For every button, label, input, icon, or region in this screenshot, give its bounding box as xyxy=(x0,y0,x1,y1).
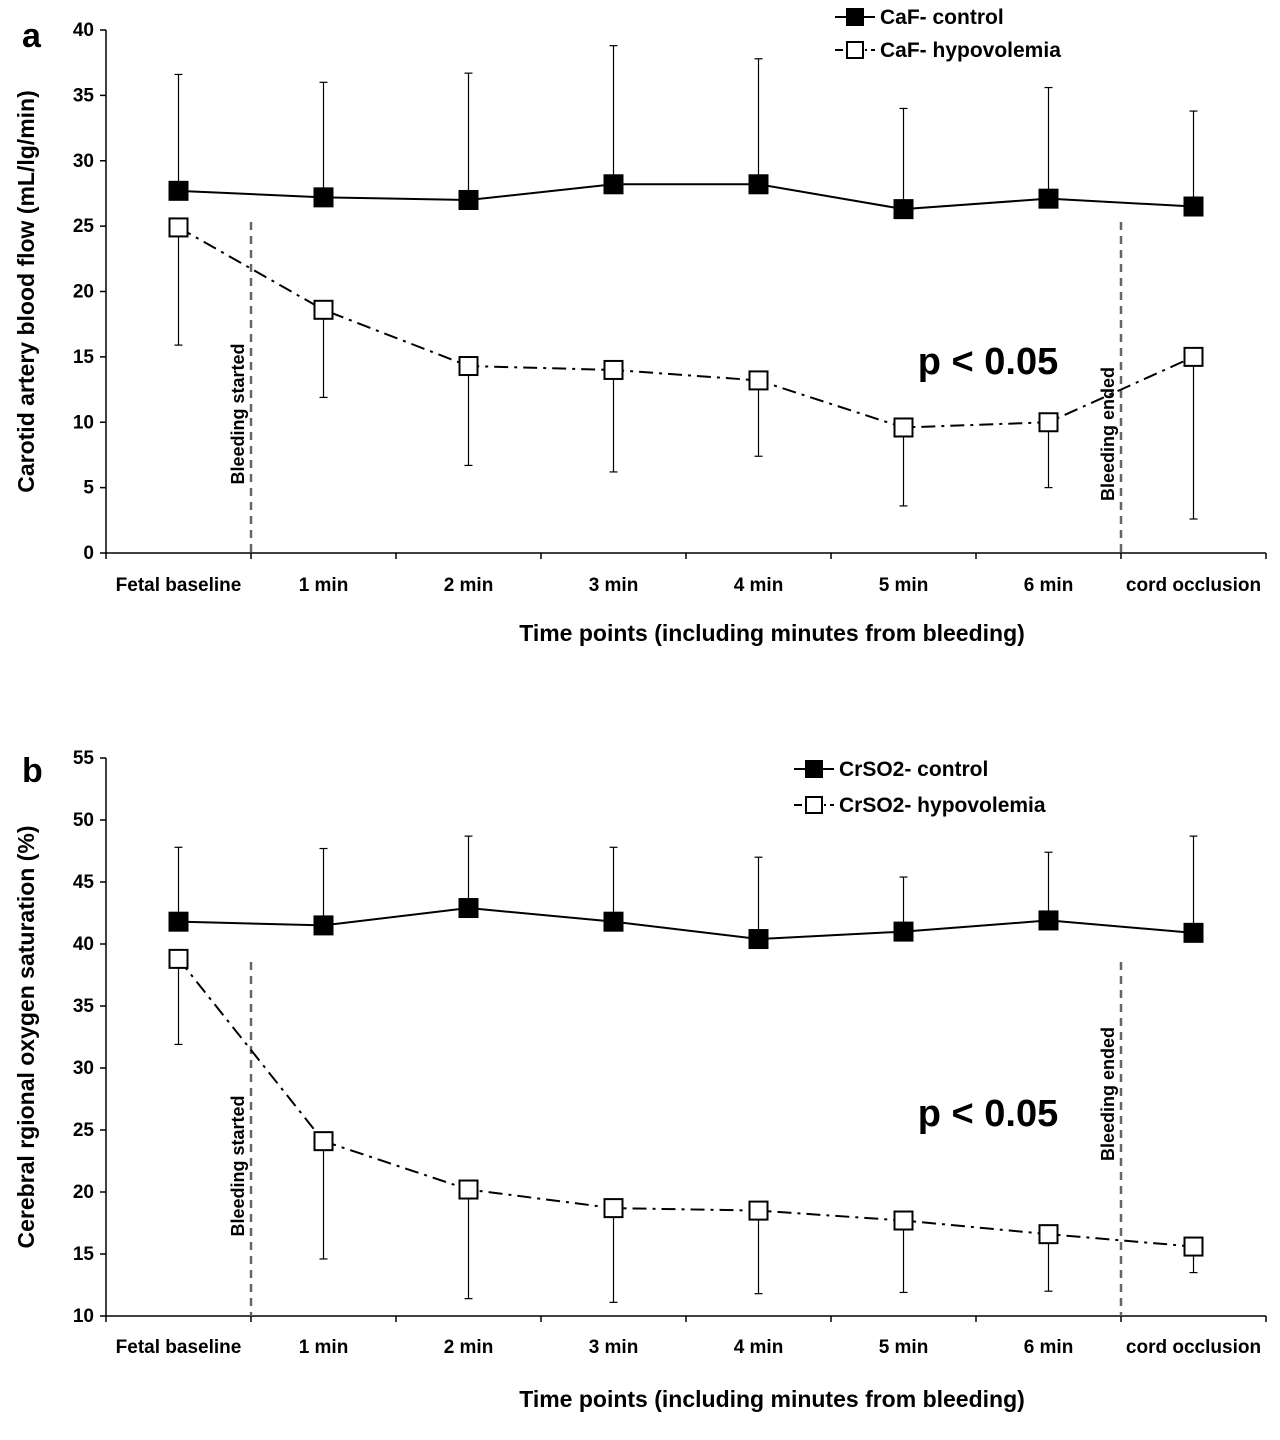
panel-label: b xyxy=(22,752,43,790)
series-line xyxy=(178,226,1194,429)
y-tick-label: 10 xyxy=(73,412,94,433)
legend-marker xyxy=(805,796,823,814)
data-point xyxy=(1038,1224,1059,1245)
data-point xyxy=(603,1198,624,1219)
event-line-label: Bleeding ended xyxy=(1098,367,1118,501)
x-axis-title: Time points (including minutes from blee… xyxy=(519,1386,1025,1412)
x-tick-label: 1 min xyxy=(299,575,349,596)
y-tick-label: 30 xyxy=(73,1058,94,1079)
data-point xyxy=(1038,910,1059,931)
y-tick-label: 30 xyxy=(73,151,94,172)
data-point xyxy=(893,199,914,220)
y-tick-label: 5 xyxy=(83,478,94,499)
x-tick-label: Fetal baseline xyxy=(116,575,242,596)
data-point xyxy=(893,921,914,942)
y-tick-label: 35 xyxy=(73,85,95,106)
data-point xyxy=(168,948,189,969)
x-tick-label: 6 min xyxy=(1024,1337,1074,1358)
y-axis-title: Carotid artery blood flow (mL/lg/min) xyxy=(13,90,39,493)
legend-marker xyxy=(805,760,823,778)
y-tick-label: 25 xyxy=(73,216,95,237)
data-point xyxy=(1038,188,1059,209)
x-tick-label: 4 min xyxy=(734,1337,784,1358)
y-tick-label: 15 xyxy=(73,1244,95,1265)
panel-label: a xyxy=(22,17,42,55)
y-axis-title: Cerebral rgional oxygen saturation (%) xyxy=(13,825,39,1248)
data-point xyxy=(1183,922,1204,943)
legend-marker xyxy=(846,8,864,26)
x-tick-label: 6 min xyxy=(1024,575,1074,596)
data-point xyxy=(603,174,624,195)
series-hypovolemia xyxy=(168,217,1204,520)
series-control xyxy=(168,45,1204,220)
x-tick-label: 5 min xyxy=(879,575,929,596)
data-point xyxy=(458,1179,479,1200)
data-point xyxy=(748,174,769,195)
x-axis-title: Time points (including minutes from blee… xyxy=(519,620,1025,646)
x-tick-label: 1 min xyxy=(299,1337,349,1358)
event-line-label: Bleeding started xyxy=(228,1095,248,1236)
series-line xyxy=(178,183,1194,211)
x-tick-label: Fetal baseline xyxy=(116,1337,242,1358)
y-tick-label: 20 xyxy=(73,282,94,303)
y-tick-label: 20 xyxy=(73,1182,94,1203)
series-line xyxy=(178,907,1194,941)
data-point xyxy=(313,187,334,208)
y-tick-label: 0 xyxy=(83,543,94,564)
y-tick-label: 45 xyxy=(73,872,95,893)
data-point xyxy=(748,370,769,391)
data-point xyxy=(313,299,334,320)
data-point xyxy=(458,189,479,210)
event-line-label: Bleeding ended xyxy=(1098,1027,1118,1161)
x-tick-label: 3 min xyxy=(589,1337,639,1358)
data-point xyxy=(168,217,189,238)
data-point xyxy=(1183,196,1204,217)
data-point xyxy=(603,359,624,380)
data-point xyxy=(458,356,479,377)
data-point xyxy=(603,911,624,932)
y-tick-label: 15 xyxy=(73,347,95,368)
x-tick-label: 3 min xyxy=(589,575,639,596)
x-tick-label: cord occlusion xyxy=(1126,1337,1261,1358)
x-tick-label: 5 min xyxy=(879,1337,929,1358)
p-value-annotation: p < 0.05 xyxy=(918,1093,1058,1135)
legend-label: CrSO2- hypovolemia xyxy=(839,794,1046,817)
legend-label: CaF- control xyxy=(880,6,1004,29)
data-point xyxy=(1183,1236,1204,1257)
y-tick-label: 40 xyxy=(73,20,94,41)
panel-a: 0 5 10 15 20 25 30 35 40 Fetal baseline 1 min 2 min… xyxy=(13,6,1267,646)
data-point xyxy=(893,1210,914,1231)
y-tick-label: 55 xyxy=(73,748,95,769)
y-tick-label: 35 xyxy=(73,996,95,1017)
data-point xyxy=(1183,346,1204,367)
data-point xyxy=(168,911,189,932)
y-tick-label: 10 xyxy=(73,1306,94,1327)
legend-marker xyxy=(846,41,864,59)
data-point xyxy=(748,1200,769,1221)
data-point xyxy=(313,1131,334,1152)
x-tick-label: 2 min xyxy=(444,1337,494,1358)
y-tick-label: 25 xyxy=(73,1120,95,1141)
data-point xyxy=(168,180,189,201)
p-value-annotation: p < 0.05 xyxy=(918,341,1058,383)
x-tick-label: 4 min xyxy=(734,575,784,596)
legend-label: CaF- hypovolemia xyxy=(880,39,1061,62)
legend-label: CrSO2- control xyxy=(839,758,988,781)
data-point xyxy=(458,898,479,919)
data-point xyxy=(313,915,334,936)
y-tick-label: 50 xyxy=(73,810,94,831)
series-hypovolemia xyxy=(168,948,1204,1303)
data-point xyxy=(893,417,914,438)
y-tick-label: 40 xyxy=(73,934,94,955)
data-point xyxy=(748,929,769,950)
data-point xyxy=(1038,412,1059,433)
panel-b: 10 15 20 25 30 35 40 45 50 55 Fetal baseline 1 min 2… xyxy=(13,748,1267,1412)
series-control xyxy=(168,835,1204,950)
event-line-label: Bleeding started xyxy=(228,343,248,484)
x-tick-label: cord occlusion xyxy=(1126,575,1261,596)
x-tick-label: 2 min xyxy=(444,575,494,596)
